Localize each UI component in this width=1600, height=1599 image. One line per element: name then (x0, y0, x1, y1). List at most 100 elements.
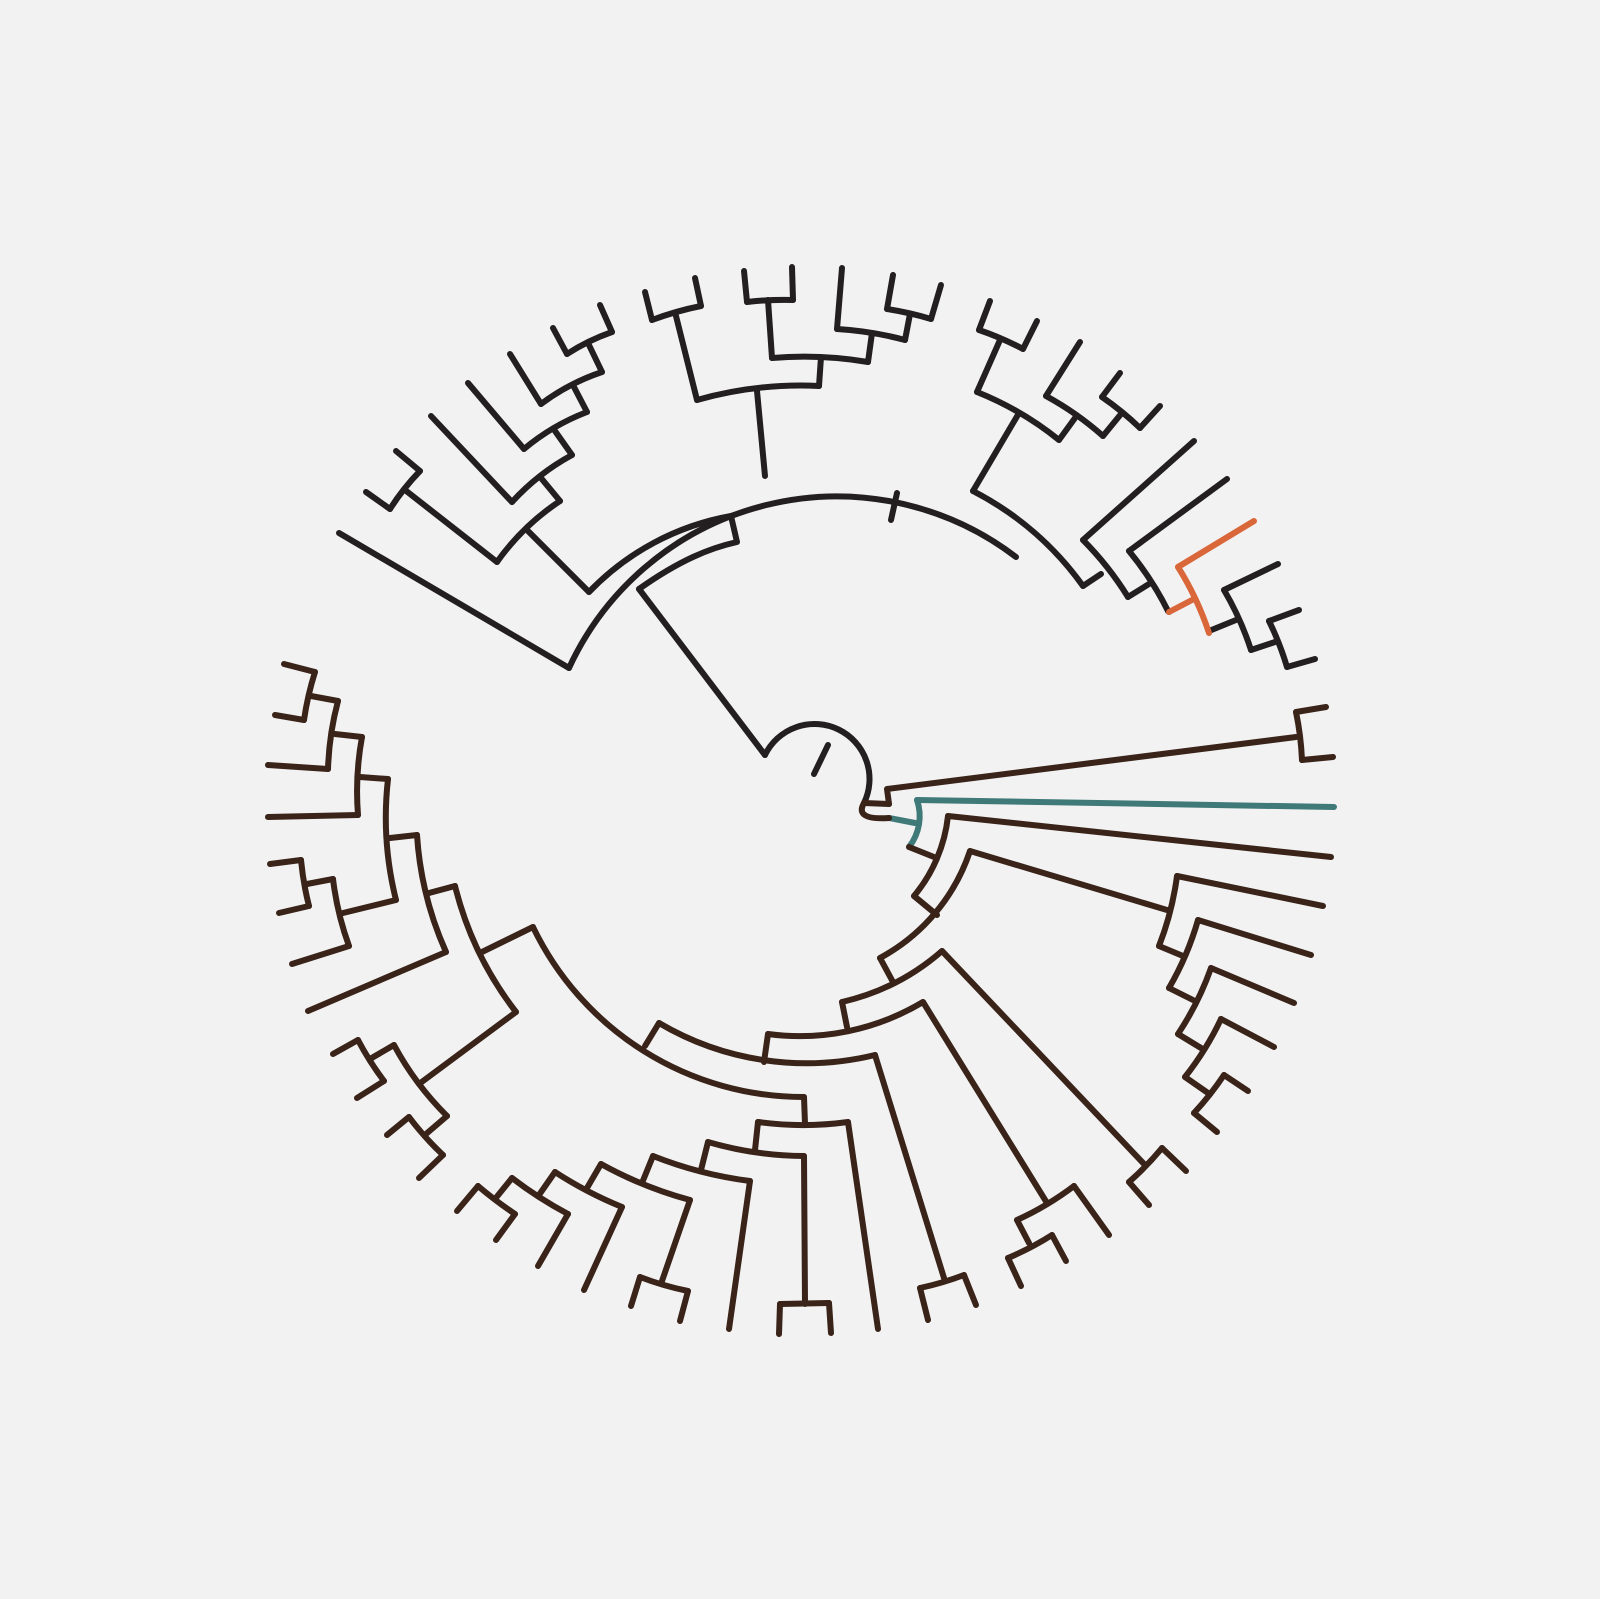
branch-1251 (1248, 639, 1278, 653)
branch-868 (865, 330, 875, 365)
leaf-837 (834, 265, 845, 332)
branch-572 (552, 428, 575, 458)
branch-659 (642, 1020, 662, 1049)
branch-772 (765, 297, 775, 361)
branch-1059 (1056, 415, 1078, 443)
lower-outer-arc (530, 924, 807, 1101)
leaf-1008 (1005, 1255, 1024, 1289)
arc-923 (765, 999, 926, 1040)
branch-396 (340, 897, 399, 916)
branch-697 (673, 313, 700, 403)
orange-branch (1166, 597, 1195, 615)
arc-970 (877, 848, 973, 961)
arc-394 (391, 1042, 450, 1119)
arc-708 (705, 1139, 807, 1159)
leaf-568 (535, 1211, 571, 1269)
left-upper-stem (636, 513, 740, 592)
leaf-304 (272, 712, 307, 723)
leaf-1023 (1020, 318, 1040, 352)
branch-905 (902, 311, 913, 343)
leaf-1224 (1221, 561, 1281, 593)
arc-1019 (974, 389, 1062, 443)
stem-848 (845, 1119, 881, 1332)
arc-upper-inner-mid (888, 490, 900, 523)
branch-388 (357, 774, 391, 782)
lower-big-arc (656, 1020, 878, 1067)
leaf-829 (826, 1300, 834, 1336)
left-upper-arc (586, 513, 734, 595)
arc-768 (744, 296, 796, 305)
leaf-1083 (1080, 438, 1197, 543)
tree-root (636, 586, 873, 806)
upper-clade (336, 264, 1318, 671)
leaf-1140 (1137, 403, 1163, 431)
stem-970 (967, 848, 1170, 913)
leaf-793 (789, 264, 796, 303)
leaf-443 (416, 1152, 446, 1181)
stem-923 (920, 999, 1050, 1206)
root-stub (811, 742, 831, 777)
arc-1074 (1014, 1183, 1077, 1223)
arc-758 (755, 1119, 851, 1129)
stem-lower-main (858, 800, 892, 822)
leaf-979 (976, 298, 993, 333)
orange-highlight-clade (1166, 518, 1257, 636)
arc-601 (598, 1161, 693, 1203)
teal-arc (906, 797, 923, 850)
leaf-358 (330, 1037, 361, 1057)
leaf-446 (305, 949, 449, 1014)
branch-417 (387, 832, 420, 841)
leaf-622 (581, 1204, 625, 1293)
branch-653 (639, 1153, 656, 1186)
leaf-390a (363, 489, 393, 512)
long-left-branch (336, 530, 572, 671)
stem-875 (872, 1052, 947, 1281)
branch-977 (974, 337, 1003, 395)
arc-362 (354, 734, 365, 818)
leaf-1074 (1071, 1183, 1112, 1238)
branch-333 (304, 876, 336, 887)
leaf-328 (265, 762, 331, 772)
leaf-315 (281, 661, 318, 675)
branch-1083 (1080, 571, 1104, 589)
arc-405 (387, 468, 423, 512)
arc-388 (382, 776, 399, 903)
arc-780 (777, 1300, 832, 1307)
arc-478 (475, 1183, 518, 1217)
leaf-384 (354, 1078, 387, 1101)
branch-804 (801, 1094, 808, 1127)
leaf-1162 (1159, 1145, 1189, 1174)
orange-leaf (1175, 518, 1257, 570)
branch-1103 (1100, 411, 1124, 439)
stem-516 (416, 1009, 519, 1087)
leaf-1221 (1218, 1016, 1277, 1050)
arc-1221 (1182, 1016, 1224, 1080)
leaf-1224a (1221, 1072, 1251, 1094)
leaf-948 (945, 813, 1334, 860)
branch-560 (538, 475, 563, 504)
leaf-1102 (1099, 370, 1123, 400)
branch-819 (816, 354, 824, 389)
arc-512 (509, 1175, 571, 1217)
arc-1224 (1191, 1072, 1227, 1116)
leaf-358a (265, 812, 361, 820)
leaf-1194 (1191, 1110, 1220, 1135)
leaf-1198 (1195, 917, 1314, 958)
leaf-1052 (1049, 1232, 1069, 1264)
root-arc (762, 720, 873, 806)
leaf-612 (597, 302, 615, 335)
leaf-1296a (1293, 704, 1329, 715)
leaf-512 (428, 413, 515, 505)
arc-right-1 (1206, 617, 1239, 634)
leaf-688 (677, 1288, 691, 1324)
leaf-515 (493, 1211, 518, 1243)
right-mid-clade (861, 704, 1336, 807)
leaf-524 (465, 380, 527, 452)
upper-main-arc (566, 493, 1019, 671)
arc-555 (552, 1169, 625, 1210)
branch-1159 (1156, 943, 1186, 959)
top-arc-2 (769, 353, 871, 365)
branch-973 (970, 410, 1022, 494)
branch-533 (479, 924, 536, 955)
branch-1128 (1125, 581, 1152, 600)
